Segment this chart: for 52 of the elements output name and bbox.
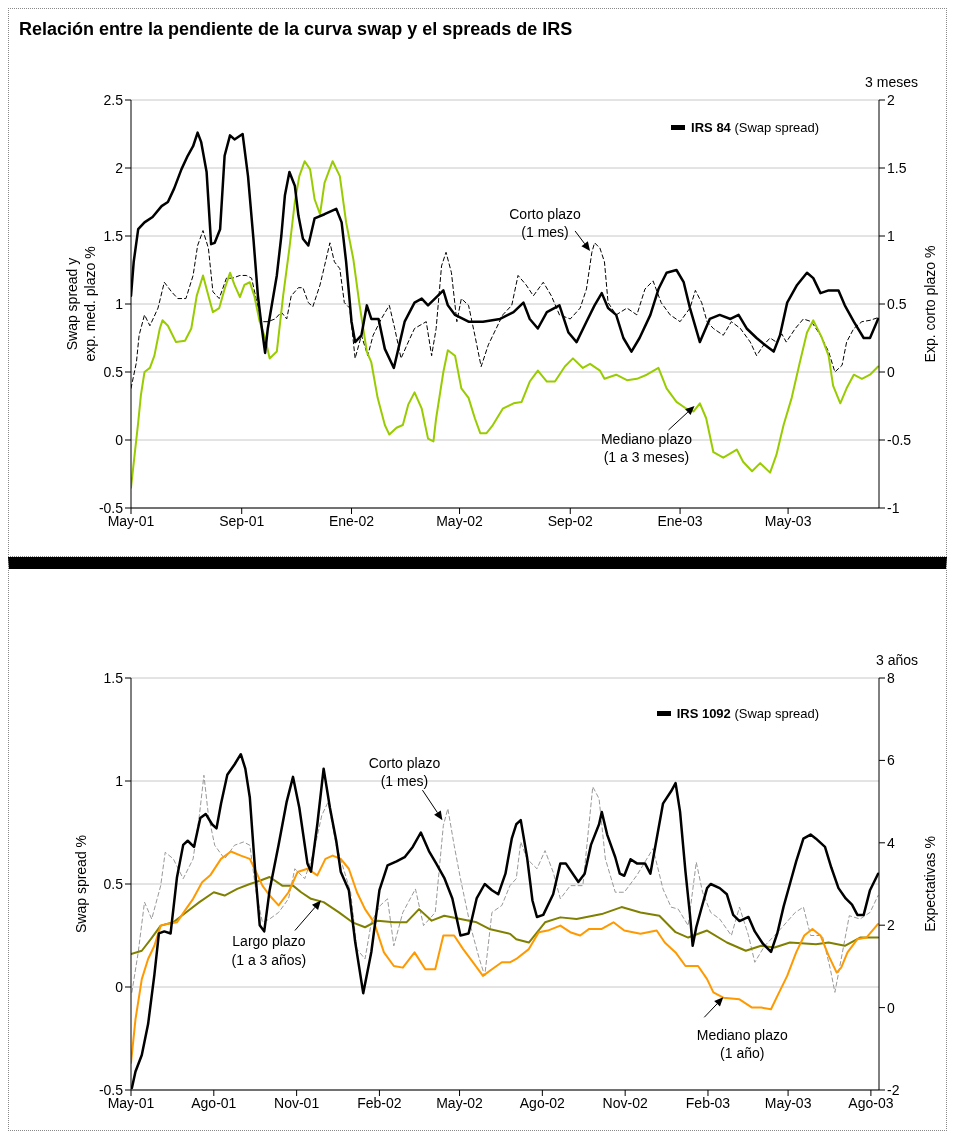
y2-tick-label: -1 [887, 499, 900, 516]
y2-tick-label: 0.5 [887, 295, 907, 312]
y2-axis-title: Exp. corto plazo % [922, 245, 938, 363]
y2-tick-label: 2 [887, 91, 895, 108]
y2-tick-label: 4 [887, 834, 895, 851]
y2-tick-label: 1.5 [887, 159, 907, 176]
y-axis-title: Swap spread y exp. med. plazo % [63, 246, 99, 362]
legend-label: IRS 1092 (Swap spread) [676, 706, 819, 721]
annotation: Mediano plazo (1 a 3 meses) [600, 430, 693, 466]
legend-label: IRS 84 (Swap spread) [691, 120, 819, 135]
x-tick-label: May-02 [436, 512, 484, 529]
x-tick-label: Feb-02 [357, 1094, 402, 1111]
annotation: Largo plazo (1 a 3 años) [231, 933, 307, 968]
y-axis-title: Swap spread % [73, 834, 89, 934]
annotation: Corto plazo (1 mes) [368, 755, 441, 790]
y-tick-label: 1.5 [103, 669, 124, 686]
x-tick-label: Ene-02 [328, 512, 375, 529]
x-tick-label: May-02 [436, 1094, 484, 1111]
x-tick-label: May-03 [764, 512, 812, 529]
y2-tick-label: -0.5 [887, 431, 912, 448]
x-tick-label: Ago-01 [191, 1094, 237, 1111]
chart-title: Relación entre la pendiente de la curva swap y el spreads de IRS [18, 18, 574, 41]
y2-axis-title: Expectativas % [922, 836, 938, 932]
line-series [131, 876, 879, 956]
x-tick-label: May-03 [764, 1094, 812, 1111]
y2-tick-label: 0 [887, 999, 895, 1016]
y2-tick-label: 0 [887, 363, 895, 380]
annotation: Corto plazo (1 mes) [509, 205, 582, 241]
y2-tick-label: 8 [887, 669, 895, 686]
chart-subtitle: 3 meses [865, 74, 918, 90]
x-tick-label: Ene-03 [657, 512, 703, 529]
y-tick-label: 0 [115, 431, 124, 448]
x-tick-label: Nov-02 [602, 1094, 648, 1111]
y-tick-label: 0.5 [103, 363, 124, 380]
y2-tick-label: 1 [887, 227, 895, 244]
y-tick-label: 2 [115, 159, 124, 176]
y-tick-label: 0.5 [103, 875, 124, 892]
y-tick-label: 1.5 [103, 227, 124, 244]
y-tick-label: 0 [115, 978, 124, 995]
x-tick-label: Ago-02 [519, 1094, 566, 1111]
y2-tick-label: 6 [887, 752, 895, 769]
x-tick-label: Sep-01 [219, 512, 265, 529]
x-tick-label: Nov-01 [274, 1094, 320, 1111]
annotation: Mediano plazo (1 año) [696, 1027, 789, 1062]
y-tick-label: 1 [115, 772, 124, 789]
x-tick-label: Feb-03 [685, 1094, 731, 1111]
line-series [131, 774, 879, 993]
y-tick-label: 2.5 [103, 91, 124, 108]
chart-subtitle: 3 años [875, 652, 918, 668]
x-tick-label: Sep-02 [547, 512, 594, 529]
y2-tick-label: 2 [887, 917, 895, 934]
y-tick-label: 1 [115, 295, 124, 312]
